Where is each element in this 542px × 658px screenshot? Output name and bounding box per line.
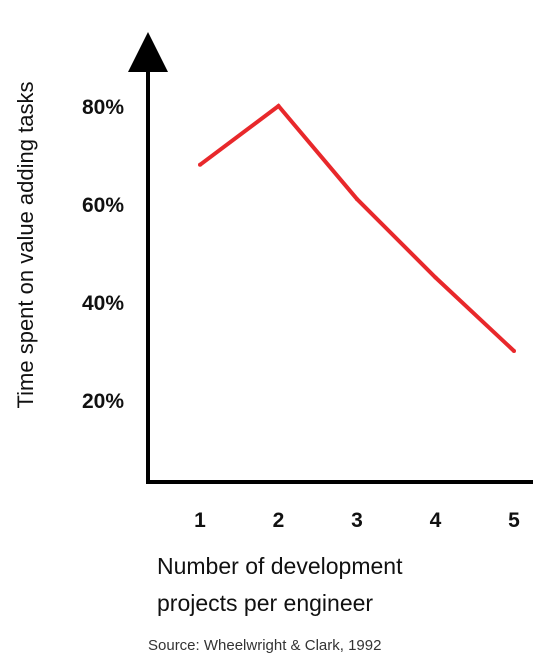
x-tick-label: 5 xyxy=(508,509,520,532)
series-line xyxy=(198,103,516,353)
chart-axes xyxy=(128,32,533,484)
y-tick-label: 40% xyxy=(82,292,124,315)
x-axis-label-line-1: Number of development xyxy=(157,553,403,579)
x-tick-label: 4 xyxy=(430,509,442,532)
x-tick-label: 2 xyxy=(273,509,285,532)
y-axis-label: Time spent on value adding tasks xyxy=(13,82,38,409)
x-tick-label: 3 xyxy=(351,509,363,532)
x-axis-label-line-2: projects per engineer xyxy=(157,590,373,616)
y-tick-label: 80% xyxy=(82,96,124,119)
data-point xyxy=(433,275,438,280)
data-point xyxy=(355,197,359,202)
data-point xyxy=(198,162,202,167)
series-layer xyxy=(198,103,516,353)
data-point xyxy=(512,349,516,353)
y-tick-label: 60% xyxy=(82,194,124,217)
x-tick-labels: 1 2 3 4 5 xyxy=(194,509,520,532)
data-point xyxy=(276,104,281,108)
source-note: Source: Wheelwright & Clark, 1992 xyxy=(148,637,381,654)
y-tick-label: 20% xyxy=(82,390,124,413)
y-tick-labels: 20% 40% 60% 80% xyxy=(82,96,124,413)
x-tick-label: 1 xyxy=(194,509,206,532)
